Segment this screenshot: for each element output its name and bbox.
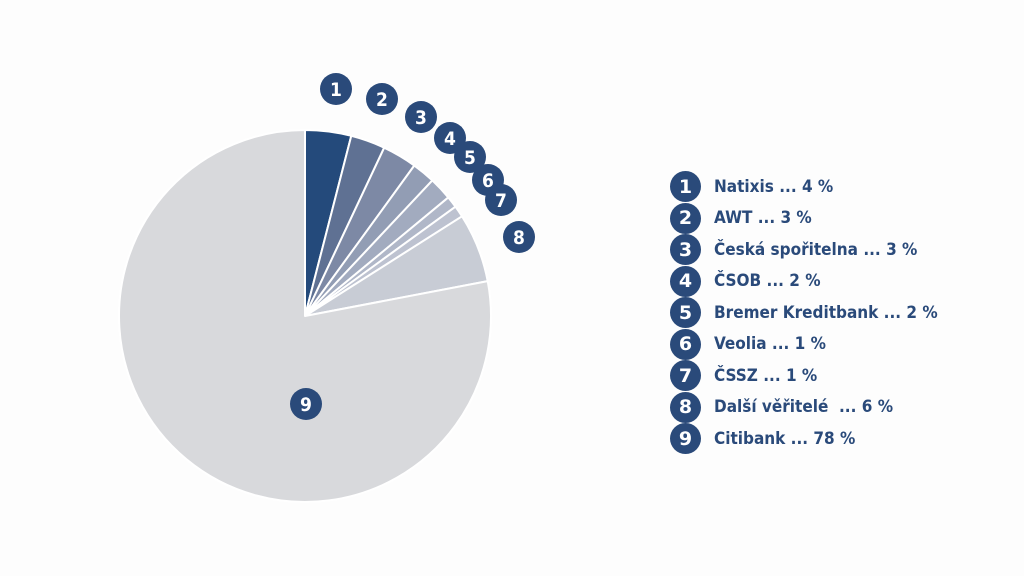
slice-marker-5: 5 (454, 141, 486, 173)
legend-item: 8 Další věřitelé ... 6 % (670, 391, 938, 424)
legend-label: Veolia ... 1 % (714, 334, 826, 355)
slice-marker-9: 9 (290, 388, 322, 420)
slice-marker-label: 6 (482, 170, 494, 192)
legend-badge: 9 (670, 423, 701, 455)
slice-marker-label: 5 (464, 147, 476, 169)
slice-marker-circle (290, 388, 322, 420)
slice-marker-4: 4 (434, 122, 466, 154)
slice-marker-circle (485, 184, 517, 216)
legend-label: Natixis ... 4 % (714, 176, 834, 197)
slice-marker-circle (503, 221, 535, 253)
slice-marker-circle (434, 122, 466, 154)
legend-badge: 6 (670, 328, 701, 360)
slice-marker-circle (366, 83, 398, 115)
slice-marker-3: 3 (405, 101, 437, 133)
legend-label: AWT ... 3 % (714, 208, 812, 229)
legend-item: 6 Veolia ... 1 % (670, 328, 938, 361)
legend-label: Citibank ... 78 % (714, 428, 856, 449)
slice-marker-circle (405, 101, 437, 133)
slice-marker-label: 3 (415, 107, 427, 129)
legend-label: Další věřitelé ... 6 % (714, 397, 894, 418)
legend-item: 2 AWT ... 3 % (670, 202, 938, 235)
legend-item: 1 Natixis ... 4 % (670, 171, 938, 203)
legend-label: ČSOB ... 2 % (714, 271, 821, 292)
legend-badge: 1 (670, 171, 701, 203)
legend-badge: 5 (670, 297, 701, 329)
legend: 1 Natixis ... 4 % 2 AWT ... 3 % 3 Česká … (670, 171, 938, 455)
slice-marker-label: 8 (513, 227, 525, 249)
legend-label: ČSSZ ... 1 % (714, 365, 818, 386)
legend-badge: 7 (670, 360, 701, 392)
legend-label: Česká spořitelna ... 3 % (714, 239, 918, 260)
slice-marker-8: 8 (503, 221, 535, 253)
legend-badge: 8 (670, 391, 701, 423)
slice-marker-label: 4 (444, 128, 456, 150)
slice-marker-circle (454, 141, 486, 173)
legend-badge: 3 (670, 234, 701, 266)
legend-badge: 2 (670, 202, 701, 234)
slice-marker-label: 2 (376, 89, 388, 111)
legend-badge: 4 (670, 265, 701, 297)
pie-slice-9 (118, 129, 492, 503)
slice-marker-label: 9 (300, 394, 312, 416)
slice-marker-7: 7 (485, 184, 517, 216)
slice-marker-2: 2 (366, 83, 398, 115)
slice-marker-label: 1 (330, 79, 342, 101)
legend-label: Bremer Kreditbank ... 2 % (714, 302, 938, 323)
legend-item: 7 ČSSZ ... 1 % (670, 360, 938, 392)
slice-marker-label: 7 (495, 190, 507, 212)
legend-item: 5 Bremer Kreditbank ... 2 % (670, 297, 938, 329)
slice-marker-1: 1 (320, 73, 352, 105)
legend-item: 4 ČSOB ... 2 % (670, 265, 938, 298)
slice-marker-circle (320, 73, 352, 105)
legend-item: 3 Česká spořitelna ... 3 % (670, 234, 938, 266)
legend-item: 9 Citibank ... 78 % (670, 423, 938, 455)
